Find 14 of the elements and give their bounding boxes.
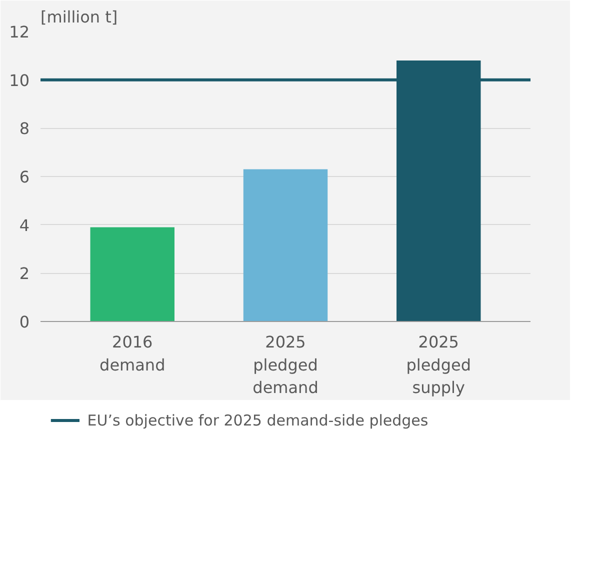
- y-tick-label: 6: [19, 168, 30, 186]
- y-tick-label: 10: [9, 70, 30, 90]
- y-tick-label: 12: [9, 22, 30, 42]
- y-tick-label: 2: [19, 264, 30, 284]
- bar: [243, 169, 328, 322]
- x-tick-label: 2025 pledged demand: [252, 332, 318, 398]
- x-tick-label: 2025 pledged supply: [406, 332, 472, 398]
- bar: [90, 227, 174, 322]
- y-tick-label: 8: [19, 119, 30, 138]
- y-tick-label: 4: [19, 216, 30, 235]
- legend-label: EU’s objective for 2025 demand-side pledges: [87, 412, 428, 430]
- y-axis-title: [million t]: [40, 8, 118, 26]
- y-tick-label: 0: [19, 312, 30, 332]
- x-tick-label: 2016 demand: [100, 332, 166, 374]
